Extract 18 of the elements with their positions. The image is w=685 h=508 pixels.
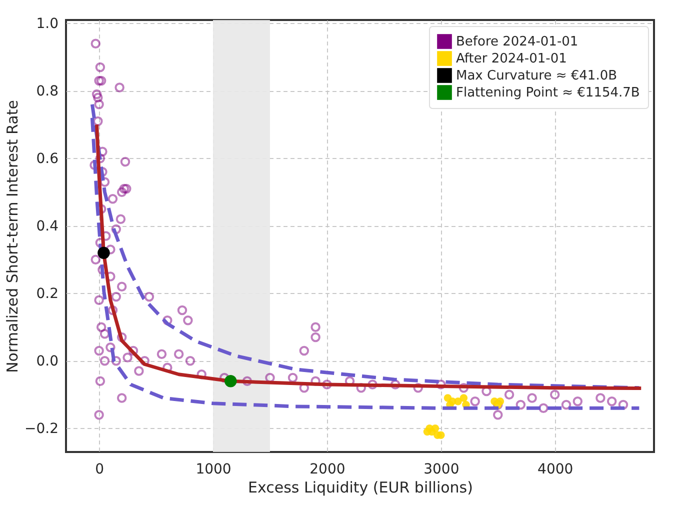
y-tick-label: −0.2: [24, 420, 58, 437]
x-tick-label: 0: [95, 462, 104, 478]
y-tick-label: 0.2: [36, 286, 58, 302]
legend-label: Before 2024-01-01: [456, 34, 578, 50]
y-tick-label: 0.6: [36, 150, 59, 167]
x-tick-label: 1000: [196, 462, 232, 478]
x-tick-label: 4000: [538, 462, 574, 478]
legend-label: After 2024-01-01: [456, 52, 567, 66]
x-axis-title: Excess Liquidity (EUR billions): [248, 478, 473, 496]
x-tick-label: 2000: [310, 462, 346, 478]
legend-label: Flattening Point ≈ €1154.7B: [456, 86, 640, 100]
x-tick-label: 3000: [424, 462, 460, 478]
y-tick-label: 0.0: [36, 353, 58, 370]
y-tick-label: 0.4: [36, 218, 59, 234]
y-tick-label: 0.8: [36, 83, 58, 100]
y-axis-title: Normalized Short-term Interest Rate: [4, 100, 22, 373]
legend-label: Max Curvature ≈ €41.0B: [456, 68, 618, 84]
y-tick-label: 1.0: [36, 16, 58, 32]
